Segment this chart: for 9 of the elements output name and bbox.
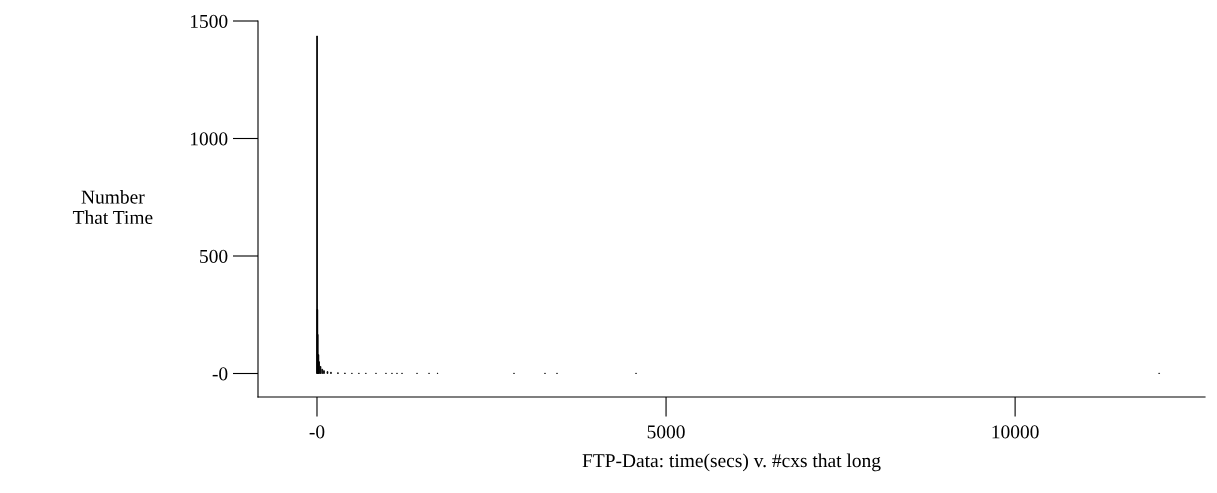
x-tick-label: 5000 bbox=[647, 425, 685, 439]
x-axis-title: FTP-Data: time(secs) v. #cxs that long bbox=[582, 453, 881, 472]
y-axis-title: Number That Time bbox=[72, 190, 153, 225]
x-tick-label: -0 bbox=[309, 425, 325, 439]
y-tick-label: 1500 bbox=[190, 14, 228, 28]
x-tick-label: 10000 bbox=[992, 425, 1039, 439]
y-tick-label: 1000 bbox=[190, 132, 228, 146]
y-tick-label: 500 bbox=[200, 249, 228, 263]
y-tick-label: -0 bbox=[212, 367, 228, 381]
